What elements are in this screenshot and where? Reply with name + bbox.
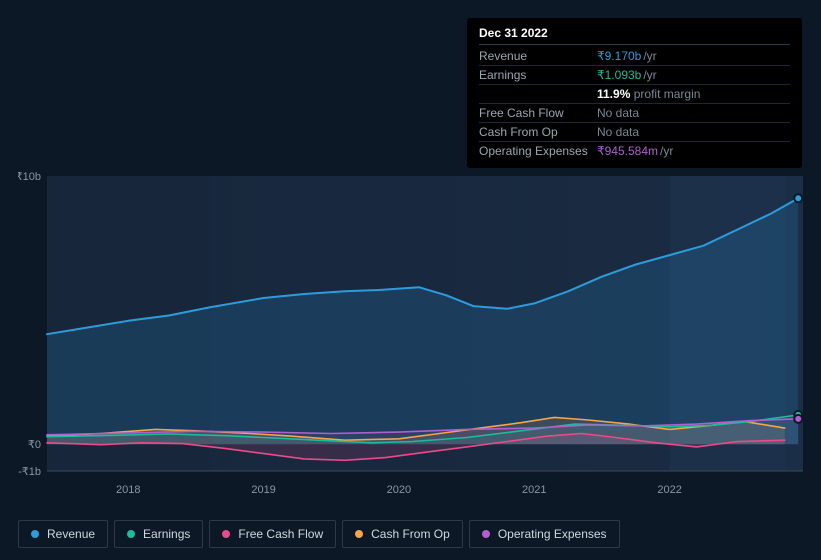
y-axis-tick: -₹1b bbox=[18, 466, 41, 478]
legend-label: Revenue bbox=[47, 527, 95, 541]
tooltip-metric-label: Earnings bbox=[479, 68, 597, 82]
y-axis-tick: ₹10b bbox=[18, 171, 41, 183]
x-axis-tick: 2021 bbox=[522, 484, 546, 496]
tooltip-metric-value: ₹945.584m/yr bbox=[597, 144, 673, 158]
tooltip-date: Dec 31 2022 bbox=[479, 26, 790, 45]
tooltip-metric-value: No data bbox=[597, 106, 639, 120]
x-axis-tick: 2018 bbox=[116, 484, 140, 496]
tooltip-row: Cash From OpNo data bbox=[479, 123, 790, 142]
legend-item[interactable]: Cash From Op bbox=[342, 520, 463, 548]
legend-swatch bbox=[31, 530, 39, 538]
legend-label: Operating Expenses bbox=[498, 527, 607, 541]
legend-swatch bbox=[222, 530, 230, 538]
tooltip-metric-label: Revenue bbox=[479, 49, 597, 63]
legend-label: Free Cash Flow bbox=[238, 527, 323, 541]
legend-item[interactable]: Earnings bbox=[114, 520, 203, 548]
x-axis-tick: 2019 bbox=[251, 484, 275, 496]
legend-label: Earnings bbox=[143, 527, 190, 541]
legend-item[interactable]: Revenue bbox=[18, 520, 108, 548]
legend-swatch bbox=[127, 530, 135, 538]
tooltip-row: Earnings₹1.093b/yr bbox=[479, 66, 790, 85]
tooltip-metric-label: Operating Expenses bbox=[479, 144, 597, 158]
tooltip-row: 11.9% profit margin bbox=[479, 85, 790, 104]
tooltip-metric-label: Free Cash Flow bbox=[479, 106, 597, 120]
tooltip-row: Free Cash FlowNo data bbox=[479, 104, 790, 123]
chart-tooltip: Dec 31 2022Revenue₹9.170b/yrEarnings₹1.0… bbox=[467, 18, 802, 168]
legend-item[interactable]: Free Cash Flow bbox=[209, 520, 336, 548]
tooltip-metric-label: Cash From Op bbox=[479, 125, 597, 139]
financials-chart[interactable]: ₹10b₹0-₹1b20182019202020212022 bbox=[18, 158, 803, 480]
tooltip-row: Revenue₹9.170b/yr bbox=[479, 47, 790, 66]
x-axis-tick: 2020 bbox=[387, 484, 411, 496]
legend-swatch bbox=[355, 530, 363, 538]
legend-item[interactable]: Operating Expenses bbox=[469, 520, 620, 548]
chart-legend: Revenue Earnings Free Cash Flow Cash From O… bbox=[18, 520, 620, 548]
legend-swatch bbox=[482, 530, 490, 538]
y-axis-tick: ₹0 bbox=[28, 439, 41, 451]
tooltip-metric-extra: 11.9% profit margin bbox=[597, 87, 700, 101]
x-axis-tick: 2022 bbox=[657, 484, 681, 496]
legend-label: Cash From Op bbox=[371, 527, 450, 541]
tooltip-metric-value: No data bbox=[597, 125, 639, 139]
tooltip-metric-value: ₹1.093b/yr bbox=[597, 68, 657, 82]
tooltip-metric-value: ₹9.170b/yr bbox=[597, 49, 657, 63]
